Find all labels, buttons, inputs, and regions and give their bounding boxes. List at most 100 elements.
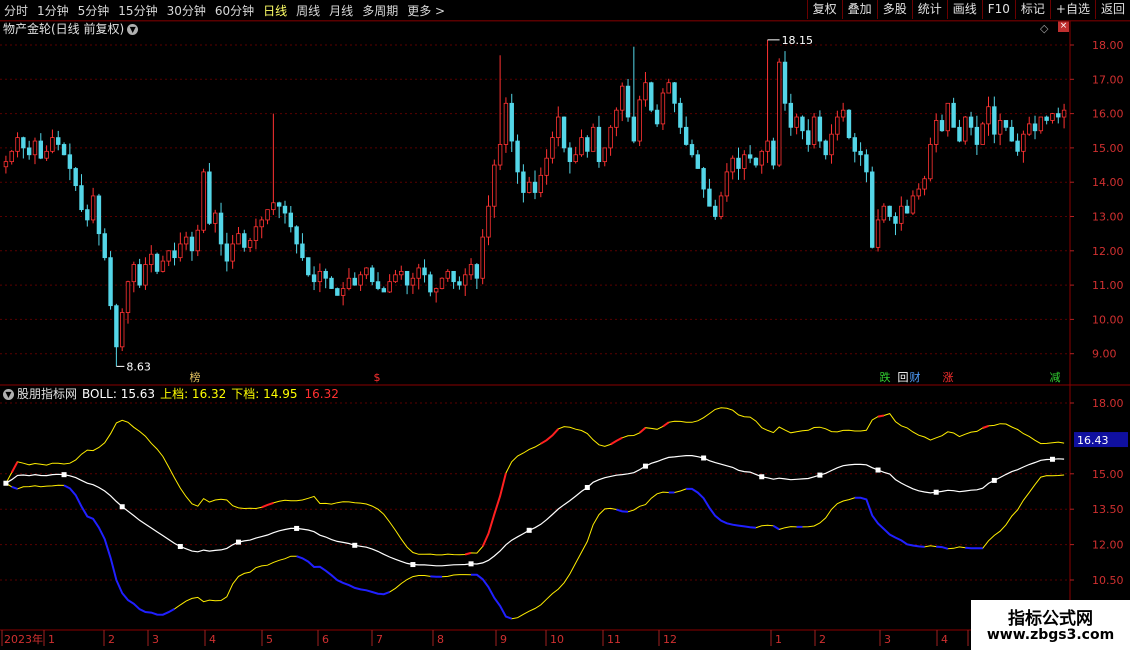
candle-body: [968, 116, 974, 128]
candle-body: [713, 205, 718, 217]
candle-body: [149, 253, 154, 265]
candle-body: [811, 116, 817, 145]
action-button-5[interactable]: F10: [981, 0, 1015, 19]
action-button-1[interactable]: 叠加: [841, 0, 877, 19]
close-icon[interactable]: ×: [1058, 21, 1069, 32]
event-marker-2: 跌: [880, 370, 891, 384]
candle-body: [922, 178, 927, 190]
price-tick-label: 9.00: [1092, 348, 1117, 361]
candle-body: [300, 243, 305, 259]
action-button-0[interactable]: 复权: [806, 0, 842, 19]
chevron-down-icon[interactable]: ▼: [127, 24, 139, 35]
candle-body: [15, 137, 20, 152]
date-label-7: 7: [376, 633, 383, 646]
indicator-tick-label: 10.50: [1092, 574, 1124, 587]
candle-body: [1038, 116, 1044, 132]
lower-value: 下档: 14.95: [231, 387, 298, 401]
candle-body: [864, 154, 869, 173]
event-marker-1: $: [374, 371, 381, 384]
period-tab-4[interactable]: 30分钟: [166, 3, 206, 18]
candle-body: [701, 168, 706, 190]
candle-body: [550, 137, 555, 159]
period-tab-6[interactable]: 日线: [263, 3, 288, 18]
candle-body: [544, 157, 549, 176]
action-button-7[interactable]: +自选: [1049, 0, 1095, 19]
middle-band-marker: [875, 467, 881, 473]
candle-body: [486, 205, 491, 238]
price-tick-label: 18.00: [1092, 39, 1124, 52]
period-tab-9[interactable]: 多周期: [362, 3, 399, 18]
candle-body: [276, 202, 282, 207]
current-value-label: 16.43: [1077, 434, 1109, 447]
middle-band-marker: [991, 477, 997, 483]
indicator-tick-label: 12.00: [1092, 539, 1124, 552]
action-button-8[interactable]: 返回: [1094, 0, 1130, 19]
candle-body: [759, 150, 764, 166]
period-tab-5[interactable]: 60分钟: [214, 3, 255, 18]
candle-body: [207, 171, 212, 224]
candle-body: [683, 126, 689, 145]
candle-body: [707, 188, 712, 207]
candle-body: [939, 120, 945, 132]
period-tab-3[interactable]: 15分钟: [118, 3, 158, 18]
candle-body: [503, 102, 509, 145]
candle-body: [875, 219, 881, 248]
candle-body: [585, 137, 590, 152]
indicator-title[interactable]: ▼ 股朋指标网 BOLL: 15.63 上档: 16.32 下档: 14.95 16.32: [3, 386, 339, 402]
candle-body: [678, 102, 683, 128]
candle-body: [631, 116, 637, 142]
candle-body: [9, 150, 14, 163]
candle-body: [195, 229, 200, 252]
candle-body: [433, 288, 439, 293]
lower-band-line: [5, 474, 1065, 620]
main-panel-title[interactable]: 物产金轮(日线 前复权) ▼: [3, 21, 139, 37]
candle-body: [61, 144, 67, 156]
period-tab-7[interactable]: 周线: [296, 3, 321, 18]
watermark-title: 指标公式网: [1008, 609, 1093, 629]
action-button-6[interactable]: 标记: [1014, 0, 1050, 19]
candle-body: [102, 233, 107, 259]
candle-body: [178, 243, 183, 259]
candle-body: [26, 147, 32, 156]
candle-body: [567, 147, 573, 163]
period-tab-0[interactable]: 分时: [4, 3, 29, 18]
candle-body: [643, 82, 648, 101]
candle-body: [468, 264, 474, 276]
candle-body: [515, 140, 520, 173]
period-tab-2[interactable]: 5分钟: [77, 3, 110, 18]
action-button-2[interactable]: 多股: [876, 0, 912, 19]
candle-body: [329, 277, 334, 289]
candle-body: [672, 82, 677, 104]
candle-body: [230, 243, 235, 262]
middle-band-marker: [701, 455, 707, 461]
candle-body: [416, 267, 421, 279]
date-label-8: 8: [437, 633, 444, 646]
event-marker-4: 财: [910, 370, 921, 384]
price-tick-label: 16.00: [1092, 108, 1124, 121]
candle-body: [154, 253, 160, 272]
indicator-tick-label: 18.00: [1092, 397, 1124, 410]
candle-body: [747, 154, 753, 159]
candle-body: [492, 164, 497, 207]
indicator-name: 股朋指标网: [17, 387, 78, 401]
candle-body: [846, 109, 852, 139]
candle-body: [56, 137, 61, 145]
candle-body: [125, 281, 131, 313]
candle-body: [271, 202, 276, 211]
candle-body: [463, 274, 468, 286]
candle-body: [160, 260, 166, 272]
period-tab-8[interactable]: 月线: [329, 3, 354, 18]
period-tab-10[interactable]: 更多 >: [407, 3, 446, 18]
top-toolbar: 分时 1分钟 5分钟 15分钟 30分钟 60分钟 日线 周线 月线 多周期 更多 > 复权 叠加 多股…: [0, 0, 1130, 21]
candle-body: [410, 277, 416, 286]
date-label-0: 2023年: [4, 632, 43, 646]
period-tab-1[interactable]: 1分钟: [37, 3, 69, 18]
action-button-3[interactable]: 统计: [911, 0, 947, 19]
diamond-icon[interactable]: ◇: [1040, 22, 1049, 35]
action-button-4[interactable]: 画线: [946, 0, 982, 19]
candle-body: [649, 82, 654, 111]
chevron-down-icon[interactable]: ▼: [3, 389, 14, 400]
candle-body: [1044, 116, 1049, 121]
candle-body: [370, 267, 375, 283]
